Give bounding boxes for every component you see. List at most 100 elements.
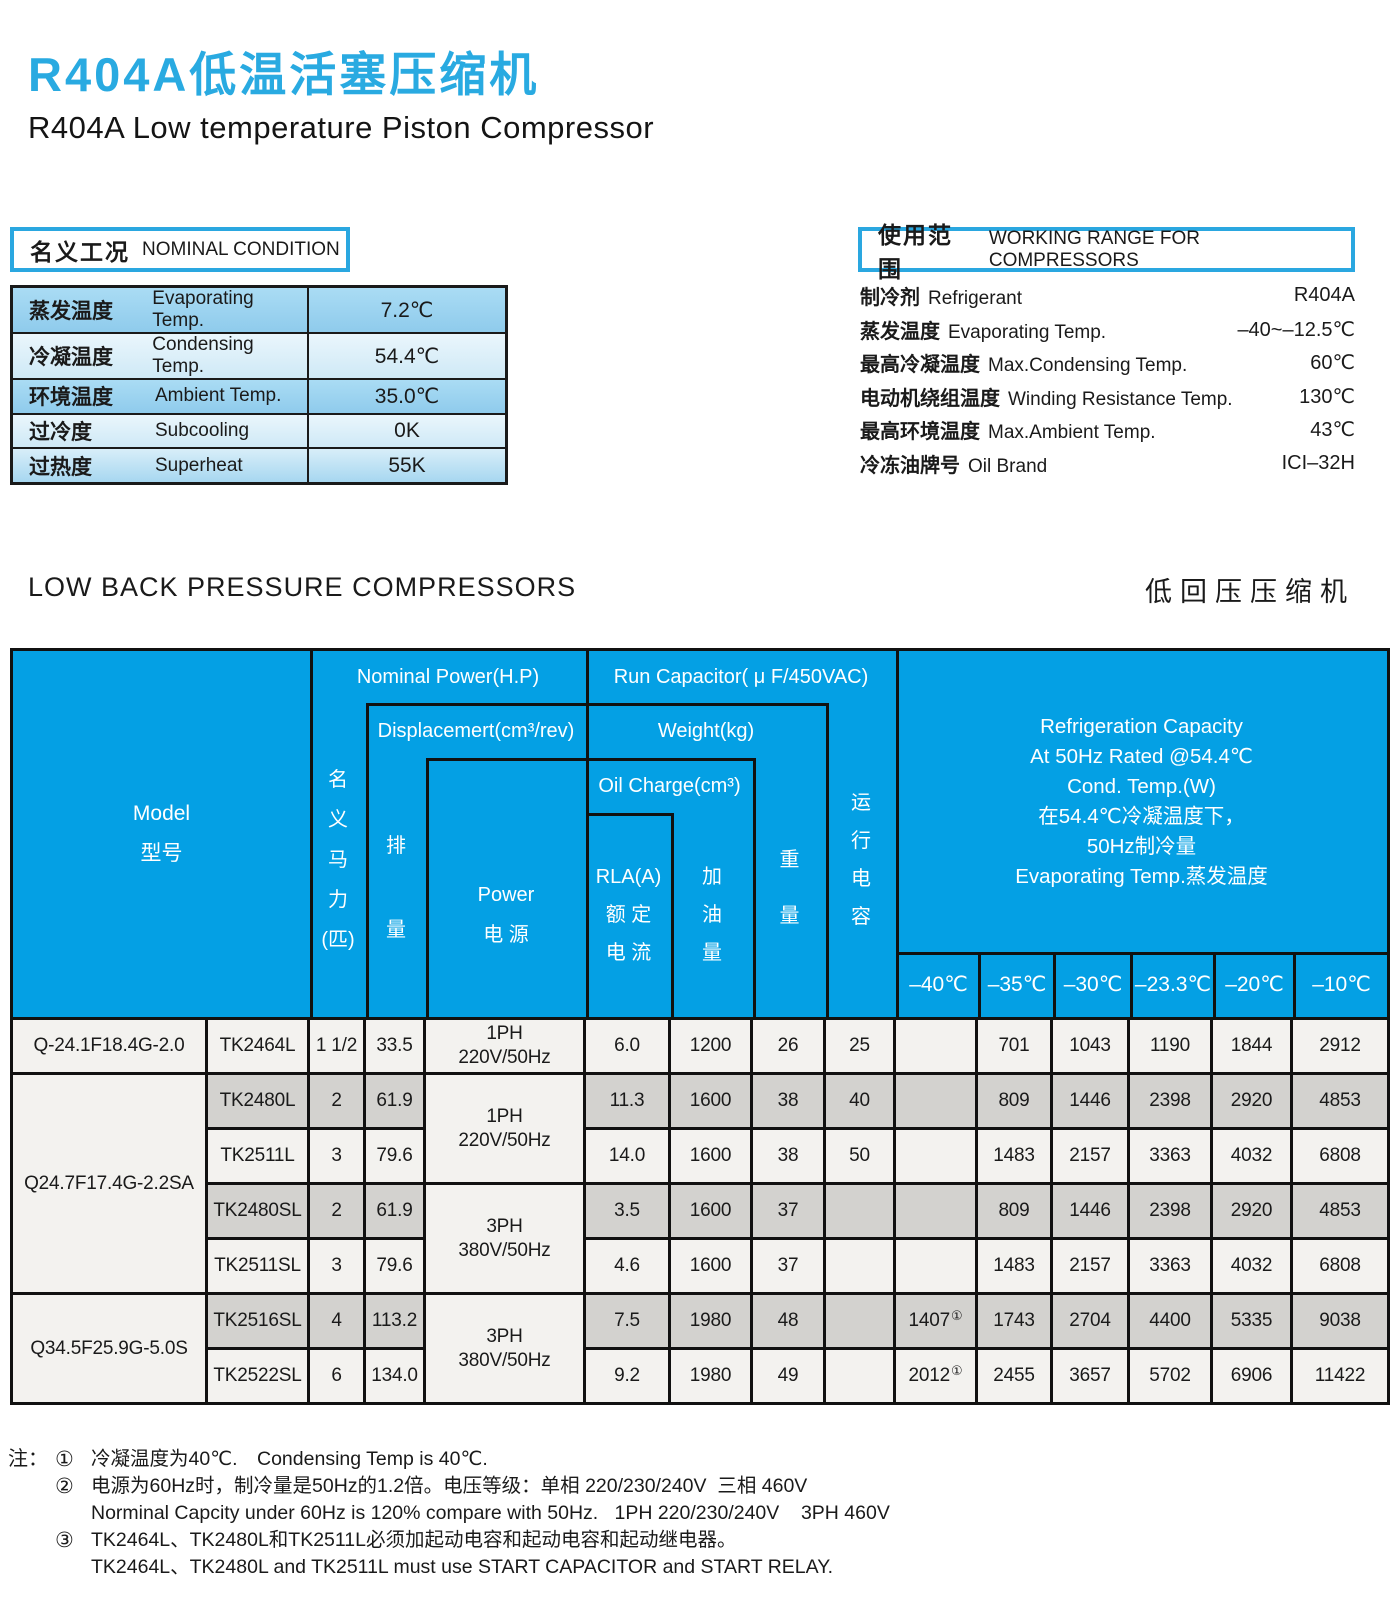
nominal-label-en: Superheat [155, 454, 243, 476]
note-lines: 冷凝温度为40℃. Condensing Temp is 40℃. [91, 1446, 1368, 1473]
cell-weight: 38 [753, 1130, 823, 1182]
header-weight: Weight(kg) [657, 719, 755, 742]
cell-weight: 37 [753, 1240, 823, 1292]
header-oil-charge: Oil Charge(cm³) [598, 774, 741, 797]
note-item: 注： ① 冷凝温度为40℃. Condensing Temp is 40℃. [8, 1446, 1368, 1473]
working-range-label: 冷冻油牌号 Oil Brand [860, 449, 1047, 478]
grid-line [896, 952, 1387, 955]
header-temp-minus23-3: –23.3℃ [1134, 973, 1212, 996]
header-line: 名 [328, 769, 348, 791]
nominal-row-label: 蒸发温度 Evaporating Temp. [13, 288, 309, 332]
header-line: 加 [702, 866, 722, 888]
cell-capacity: 2920 [1213, 1185, 1290, 1237]
cell-capacity: 2398 [1130, 1075, 1210, 1127]
footnotes: 注： ① 冷凝温度为40℃. Condensing Temp is 40℃. ② 电源为… [8, 1446, 1368, 1581]
header-line: 运 [851, 792, 871, 814]
working-range-label-en: Evaporating Temp. [948, 321, 1107, 343]
nominal-label-zh: 过冷度 [29, 421, 92, 444]
working-range-label: 制冷剂 Refrigerant [860, 281, 1022, 310]
grid-line [826, 703, 829, 1017]
compressor-table-body: Q-24.1F18.4G-2.0 Q24.7F17.4G-2.2SA Q34.5F2… [13, 1017, 1387, 1402]
header-line: Evaporating Temp.蒸发温度 [1015, 864, 1268, 888]
nominal-condition-title-en: NOMINAL CONDITION [142, 238, 340, 260]
cell-capacity: 2912 [1293, 1020, 1387, 1072]
note-line: TK2464L、TK2480L和TK2511L必须加起动电容和起动电容和起动继电… [91, 1529, 737, 1551]
header-line: 容 [851, 906, 871, 928]
header-temp-minus35: –35℃ [987, 973, 1047, 996]
cell-group-model: Q24.7F17.4G-2.2SA [13, 1075, 205, 1292]
nominal-row-value: 7.2℃ [380, 298, 434, 322]
working-range-value: –40~–12.5℃ [1237, 318, 1355, 341]
working-range-title-en: WORKING RANGE FOR COMPRESSORS [988, 227, 1200, 271]
cell-capacity [896, 1130, 975, 1182]
note-line: Norminal Capcity under 60Hz is 120% comp… [91, 1502, 890, 1524]
header-line: 电 流 [605, 942, 652, 964]
power-line: 1PH [486, 1105, 523, 1127]
header-line: At 50Hz Rated @54.4℃ [1030, 744, 1253, 768]
cell-horsepower: 2 [310, 1185, 363, 1237]
note-line: 冷凝温度为40℃. Condensing Temp is 40℃. [91, 1448, 488, 1470]
nominal-label-zh: 过热度 [29, 455, 92, 479]
cell-capacity: 5702 [1130, 1350, 1210, 1402]
power-line: 380V/50Hz [458, 1239, 551, 1261]
cell-capacity: 1043 [1053, 1020, 1127, 1072]
header-line: 在54.4℃冷凝温度下， [1038, 804, 1245, 828]
nominal-label-en: Evaporating Temp. [152, 288, 254, 331]
cell-model: TK2511SL [208, 1240, 307, 1292]
cell-run-capacitor: 40 [826, 1075, 893, 1127]
working-range-title-box: 使用范围 WORKING RANGE FOR COMPRESSORS [858, 222, 1355, 282]
header-rla: RLA(A) 额 定电 流 [586, 813, 671, 1017]
header-line: 电 [851, 868, 871, 890]
nominal-row: 冷凝温度 Condensing Temp. 54.4℃ [13, 332, 505, 378]
cell-capacity: 6808 [1293, 1130, 1387, 1182]
grid-line [1213, 952, 1216, 1017]
grid-line [1130, 952, 1133, 1017]
cell-capacity: 5335 [1213, 1295, 1290, 1347]
header-line: 量 [386, 918, 406, 941]
grid-line [896, 651, 899, 1017]
cell-power-supply: 1PH 220V/50Hz [426, 1020, 583, 1072]
nominal-row: 过冷度 Subcooling 0K [13, 412, 505, 448]
working-range-item: 冷冻油牌号 Oil Brand ICI–32H [860, 447, 1355, 481]
header-line: Cond. Temp.(W) [1067, 774, 1216, 798]
nominal-label-zh: 蒸发温度 [29, 300, 113, 323]
note-item: ② 电源为60Hz时，制冷量是50Hz的1.2倍。电压等级：单相 220/230/… [8, 1473, 1368, 1527]
nominal-label-zh: 环境温度 [29, 386, 113, 410]
cell-rla: 6.0 [586, 1020, 668, 1072]
header-line: 50Hz制冷量 [1086, 834, 1197, 858]
working-range-list: 制冷剂 Refrigerant R404A 蒸发温度 Evaporating Tem… [860, 279, 1355, 480]
grid-line [753, 758, 756, 1017]
working-range-item: 最高环境温度 Max.Ambient Temp. 43℃ [860, 413, 1355, 447]
cell-capacity: 1844 [1213, 1020, 1290, 1072]
cell-capacity [896, 1075, 975, 1127]
header-line: 电 源 [483, 924, 529, 946]
grid-line [1293, 952, 1296, 1017]
cell-capacity: 6808 [1293, 1240, 1387, 1292]
working-range-label-zh: 最高冷凝温度 [860, 354, 980, 377]
header-run-capacitor: Run Capacitor( μ F/450VAC) [613, 666, 869, 688]
header-line: 量 [779, 904, 800, 927]
working-range-item: 最高冷凝温度 Max.Condensing Temp. 60℃ [860, 346, 1355, 380]
nominal-row-label: 环境温度 Ambient Temp. [13, 380, 309, 413]
header-displacement-vertical: 排量 [366, 758, 426, 1017]
cell-model: TK2522SL [208, 1350, 307, 1402]
cell-run-capacitor: 50 [826, 1130, 893, 1182]
cell-capacity: 1446 [1053, 1185, 1127, 1237]
cell-rla: 7.5 [586, 1295, 668, 1347]
cell-capacity: 2012 ① [896, 1350, 975, 1402]
cell-run-capacitor [826, 1185, 893, 1237]
grid-line [671, 813, 674, 1017]
nominal-row-label: 冷凝温度 Condensing Temp. [13, 334, 309, 378]
header-capacitor-vertical: 运行电容 [826, 703, 896, 1017]
cell-capacity: 2157 [1053, 1130, 1127, 1182]
cell-displacement: 113.2 [366, 1295, 423, 1347]
grid-line [366, 703, 369, 1017]
note-lines: 电源为60Hz时，制冷量是50Hz的1.2倍。电压等级：单相 220/230/2… [91, 1473, 1368, 1527]
working-range-value: 130℃ [1299, 385, 1355, 408]
cell-model: TK2516SL [208, 1295, 307, 1347]
nominal-row: 蒸发温度 Evaporating Temp. 7.2℃ [13, 288, 505, 332]
nominal-condition-title-zh: 名义工况 [30, 238, 130, 265]
cell-displacement: 33.5 [366, 1020, 423, 1072]
header-line: 型号 [140, 842, 183, 865]
cell-capacity: 701 [978, 1020, 1050, 1072]
